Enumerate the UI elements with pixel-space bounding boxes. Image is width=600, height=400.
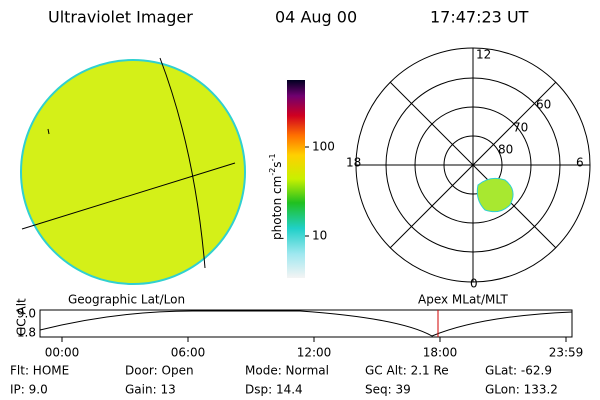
lat-label: 60 [536, 98, 551, 112]
mlt-label: 12 [476, 48, 491, 62]
status-field: Seq: 39 [365, 383, 411, 397]
title: Ultraviolet Imager [48, 8, 193, 27]
date: 04 Aug 00 [275, 8, 357, 27]
status-field: Dsp: 14.4 [245, 383, 303, 397]
mlt-label: 6 [576, 156, 584, 170]
colorbar-tick: 10 [312, 229, 327, 243]
altitude-plot [39, 309, 573, 342]
timeline-ylabel: GC Alt [15, 298, 29, 336]
x-tick-label: 06:00 [171, 346, 206, 360]
lat-label: 70 [513, 121, 528, 135]
colorbar-label: photon cm-2s-1 [268, 153, 284, 240]
x-tick-label: 18:00 [423, 346, 458, 360]
status-field: GLon: 133.2 [485, 383, 558, 397]
mlt-label: 0 [470, 277, 478, 291]
mlt-label: 18 [346, 156, 361, 170]
colorbar [287, 80, 305, 278]
status-field: Flt: HOME [10, 364, 69, 378]
timeline-title: Apex MLat/MLT [418, 293, 508, 307]
y-tick-label: 1.8 [17, 326, 36, 340]
status-field: GLat: -62.9 [485, 364, 552, 378]
polar-plot [355, 47, 591, 283]
y-tick-label: 9.0 [17, 307, 36, 321]
x-tick-label: 12:00 [297, 346, 332, 360]
status-field: IP: 9.0 [10, 383, 48, 397]
x-tick-label: 00:00 [45, 346, 80, 360]
status-field: Door: Open [125, 364, 194, 378]
x-tick-label: 23:59 [549, 346, 584, 360]
lat-label: 80 [498, 143, 513, 157]
status-field: Mode: Normal [245, 364, 329, 378]
status-field: Gain: 13 [125, 383, 176, 397]
status-field: GC Alt: 2.1 Re [365, 364, 449, 378]
time: 17:47:23 UT [430, 8, 529, 27]
timeline-title: Geographic Lat/Lon [68, 293, 185, 307]
colorbar-tick: 100 [312, 140, 335, 154]
earth-image [20, 57, 246, 285]
